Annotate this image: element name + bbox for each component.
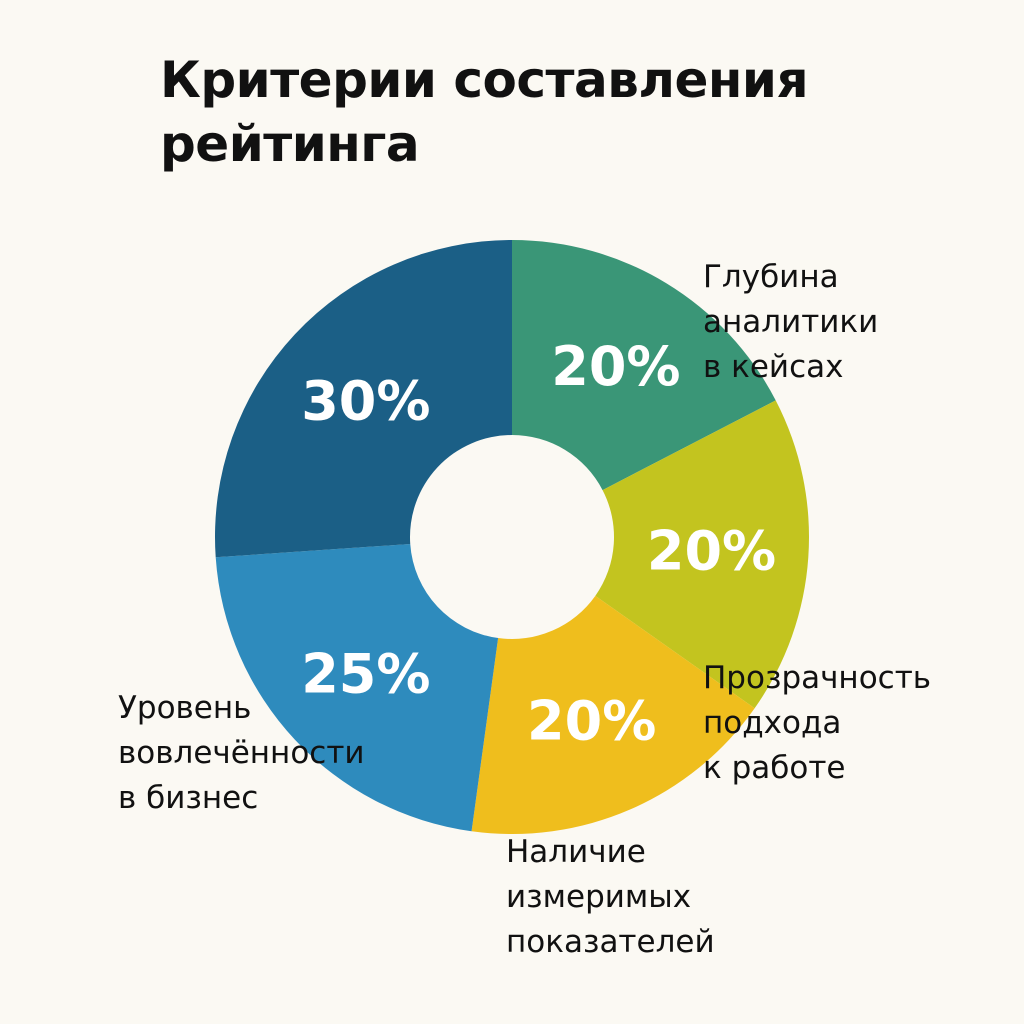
label-line: в кейсах <box>703 349 844 385</box>
donut-slice <box>215 543 499 832</box>
slice-value-label: 25% <box>301 643 430 706</box>
donut-slice <box>215 239 513 558</box>
slice-value-label: 20% <box>647 520 776 583</box>
slice-label-analytics-depth: Глубина аналитики в кейсах <box>703 255 878 390</box>
slice-value-label: 30% <box>301 369 430 432</box>
label-line: Глубина <box>703 259 839 295</box>
donut-slice <box>471 595 755 834</box>
label-line: Наличие <box>506 834 646 870</box>
label-line: аналитики <box>703 304 879 340</box>
label-line: подхода <box>703 705 842 741</box>
slice-label-measurable-metrics: Наличие измеримых показателей <box>506 830 715 965</box>
label-line: к работе <box>703 750 846 786</box>
label-line: Уровень <box>118 690 252 726</box>
label-line: показателей <box>506 924 715 960</box>
chart-title: Критерии составления рейтинга <box>160 48 809 176</box>
label-line: измеримых <box>506 879 692 915</box>
label-line: вовлечённости <box>118 735 365 771</box>
slice-label-transparency: Прозрачность подхода к работе <box>703 656 931 791</box>
chart-title-line: рейтинга <box>160 115 420 173</box>
donut-slice <box>512 240 776 491</box>
slice-value-label: 20% <box>551 335 680 398</box>
label-line: в бизнес <box>118 780 259 816</box>
donut-slice <box>595 400 809 709</box>
label-line: Прозрачность <box>703 660 932 696</box>
slice-label-business-engagement: Уровень вовлечённости в бизнес <box>118 686 365 821</box>
slice-value-label: 20% <box>527 689 656 752</box>
chart-title-line: Критерии составления <box>160 51 809 109</box>
